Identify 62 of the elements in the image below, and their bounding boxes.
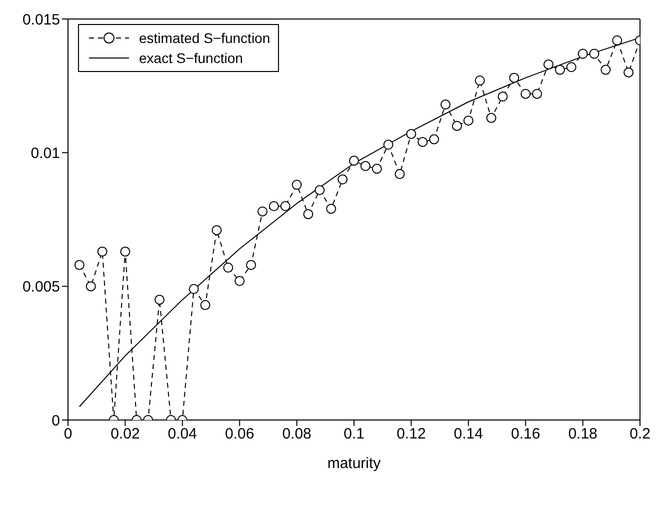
point bbox=[292, 180, 302, 190]
legend-label: estimated S−function bbox=[139, 30, 270, 46]
point bbox=[498, 92, 508, 102]
x-tick-label: 0.04 bbox=[168, 426, 197, 443]
point bbox=[566, 62, 576, 72]
point bbox=[314, 185, 325, 196]
legend-label: exact S−function bbox=[139, 50, 243, 66]
point bbox=[383, 140, 394, 150]
y-tick-label: 0 bbox=[52, 412, 60, 430]
x-tick-label: 0 bbox=[64, 426, 72, 443]
point bbox=[554, 64, 565, 75]
point bbox=[429, 134, 440, 144]
point bbox=[543, 59, 554, 70]
point bbox=[600, 64, 611, 75]
point bbox=[406, 128, 416, 139]
x-tick-label: 0.02 bbox=[110, 426, 140, 443]
point bbox=[257, 206, 268, 216]
point bbox=[212, 225, 222, 236]
point bbox=[360, 161, 370, 172]
point bbox=[120, 246, 130, 257]
x-tick-label: 0.14 bbox=[454, 426, 483, 443]
point bbox=[349, 156, 359, 166]
point bbox=[74, 260, 84, 270]
point bbox=[303, 209, 314, 220]
y-tick-label: 0.015 bbox=[22, 11, 60, 28]
x-tick-label: 0.1 bbox=[344, 426, 364, 443]
point bbox=[589, 48, 600, 59]
point bbox=[223, 262, 234, 273]
x-tick-label: 0.18 bbox=[568, 426, 598, 443]
point bbox=[486, 112, 496, 123]
x-axis-title: maturity bbox=[327, 455, 382, 472]
x-tick-label: 0.08 bbox=[282, 426, 312, 443]
point bbox=[509, 72, 520, 83]
point bbox=[452, 120, 462, 131]
point bbox=[154, 294, 165, 305]
point bbox=[280, 201, 290, 212]
point bbox=[418, 136, 428, 147]
point bbox=[246, 260, 256, 270]
point bbox=[440, 100, 451, 110]
point bbox=[463, 116, 474, 126]
point bbox=[532, 88, 542, 99]
y-tick-label: 0.005 bbox=[22, 278, 60, 296]
point bbox=[394, 169, 405, 180]
point bbox=[612, 35, 622, 46]
point bbox=[578, 48, 588, 59]
point bbox=[372, 164, 382, 174]
x-tick-label: 0.2 bbox=[630, 426, 650, 443]
point bbox=[268, 201, 279, 212]
point bbox=[234, 276, 245, 286]
x-tick-label: 0.12 bbox=[396, 426, 426, 443]
x-tick-label: 0.06 bbox=[225, 426, 254, 443]
point bbox=[338, 174, 348, 184]
x-tick-label: 0.16 bbox=[511, 426, 540, 443]
point bbox=[326, 204, 336, 214]
point bbox=[97, 246, 108, 257]
point bbox=[474, 75, 485, 86]
point bbox=[624, 67, 634, 78]
point bbox=[200, 300, 210, 310]
point bbox=[520, 88, 531, 99]
point bbox=[188, 284, 199, 294]
point bbox=[86, 281, 96, 292]
y-tick-label: 0.01 bbox=[30, 144, 60, 162]
